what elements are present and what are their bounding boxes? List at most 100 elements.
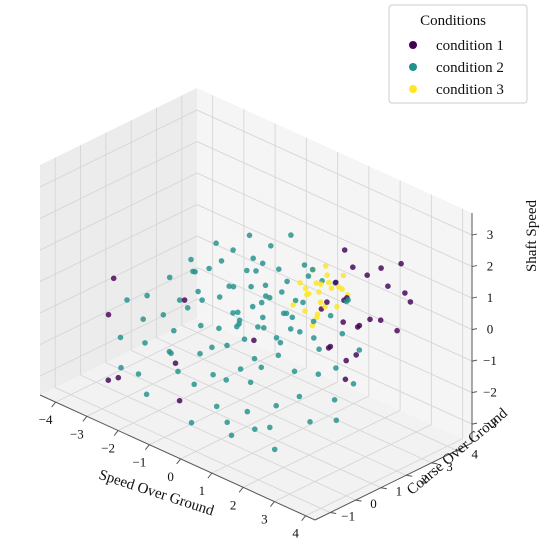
z-tick-mark	[471, 265, 478, 268]
data-point-condition-2	[255, 324, 261, 330]
x-gridline-floor	[211, 395, 370, 474]
y-gridline-floor	[105, 362, 382, 489]
data-point-condition-2	[160, 312, 167, 318]
y-tick-label: 4	[472, 446, 479, 461]
data-point-condition-2	[289, 314, 296, 321]
data-point-condition-2	[210, 371, 216, 378]
data-point-condition-2	[309, 266, 316, 273]
legend-title: Conditions	[420, 13, 486, 29]
y-tick-mark	[330, 512, 337, 515]
data-point-condition-1	[115, 374, 122, 381]
floor-pane	[40, 318, 472, 520]
data-point-condition-2	[199, 297, 205, 303]
x-tick-mark	[301, 515, 307, 522]
data-point-condition-2	[271, 446, 278, 453]
data-point-condition-2	[213, 240, 219, 246]
z-gridline-back	[196, 141, 473, 267]
legend-box	[388, 4, 528, 104]
data-point-condition-1	[385, 283, 391, 290]
data-point-condition-2	[209, 344, 215, 351]
x-axis-line	[39, 394, 316, 521]
data-point-condition-1	[340, 319, 347, 325]
x-tick-label: −2	[101, 441, 115, 456]
z-gridline-back	[196, 204, 473, 330]
z-tick-label: −1	[483, 353, 497, 368]
data-point-condition-2	[275, 352, 282, 359]
data-point-condition-2	[244, 267, 250, 274]
y-tick-mark	[431, 462, 438, 465]
data-point-condition-2	[311, 335, 317, 341]
data-point-condition-2	[188, 419, 195, 426]
x-gridline-floor	[149, 367, 307, 446]
data-points	[105, 232, 414, 453]
z-gridline-wall	[39, 172, 198, 251]
data-point-condition-2	[143, 391, 150, 398]
data-point-condition-1	[402, 290, 408, 296]
y-tick-label: 2	[421, 471, 428, 486]
data-point-condition-2	[206, 265, 212, 272]
data-point-condition-2	[224, 419, 230, 426]
y-gridline-floor	[156, 337, 432, 464]
data-point-condition-2	[259, 260, 266, 267]
z-gridline-back	[196, 172, 473, 299]
data-point-condition-1	[378, 265, 384, 271]
data-point-condition-2	[197, 350, 203, 357]
data-point-condition-2	[124, 297, 130, 303]
data-point-condition-2	[279, 289, 285, 295]
data-point-condition-2	[230, 247, 236, 253]
x-tick-label: 0	[167, 469, 174, 484]
data-point-condition-2	[213, 403, 220, 410]
y-gridline-floor	[55, 387, 331, 513]
data-point-condition-1	[251, 337, 257, 344]
legend-marker-condition-3	[409, 85, 417, 93]
x-tick-mark	[269, 501, 275, 507]
data-point-condition-2	[356, 347, 363, 353]
legend-entry-condition-3: condition 3	[436, 82, 504, 98]
data-point-condition-2	[246, 232, 253, 239]
data-point-condition-2	[195, 288, 201, 295]
data-point-condition-2	[140, 316, 146, 323]
legend-entry-condition-1: condition 1	[436, 38, 504, 54]
data-point-condition-2	[224, 342, 230, 349]
data-point-condition-3	[323, 263, 329, 269]
data-point-condition-2	[184, 305, 191, 311]
y-axis-line	[314, 442, 473, 521]
data-point-condition-2	[191, 381, 197, 388]
data-point-condition-2	[176, 297, 183, 303]
y-tick-label: −1	[341, 509, 355, 524]
data-point-condition-2	[168, 350, 174, 357]
z-tick-label: 0	[487, 322, 494, 337]
data-point-condition-2	[327, 312, 334, 319]
data-point-condition-2	[253, 268, 259, 274]
data-point-condition-1	[172, 360, 179, 367]
data-point-condition-3	[297, 280, 303, 286]
data-point-condition-2	[301, 262, 308, 268]
data-point-condition-2	[226, 283, 232, 290]
x-gridline-floor	[274, 424, 432, 502]
z-axis-label: Shaft Speed	[524, 199, 540, 272]
data-point-condition-1	[181, 297, 188, 303]
data-point-condition-2	[339, 330, 346, 337]
data-point-condition-2	[345, 297, 351, 303]
data-point-condition-2	[244, 408, 251, 415]
data-point-condition-2	[315, 371, 322, 378]
legend-marker-condition-1	[409, 41, 417, 49]
y-tick-label: 3	[446, 459, 453, 474]
data-point-condition-3	[326, 279, 332, 286]
x-tick-label: −3	[70, 426, 84, 441]
x-tick-mark	[113, 430, 119, 436]
data-point-condition-3	[314, 314, 320, 321]
z-tick-mark	[471, 422, 478, 425]
data-point-condition-1	[343, 357, 350, 364]
data-point-condition-2	[188, 256, 194, 263]
z-gridline-wall	[39, 109, 198, 188]
z-tick-label: −3	[483, 416, 497, 431]
x-gridline-floor	[180, 381, 338, 460]
data-point-condition-2	[249, 303, 256, 310]
data-point-condition-3	[340, 272, 347, 279]
data-point-condition-1	[356, 322, 363, 329]
x-tick-mark	[176, 458, 182, 465]
data-point-condition-2	[283, 310, 290, 317]
y-gridline-floor	[80, 374, 356, 501]
